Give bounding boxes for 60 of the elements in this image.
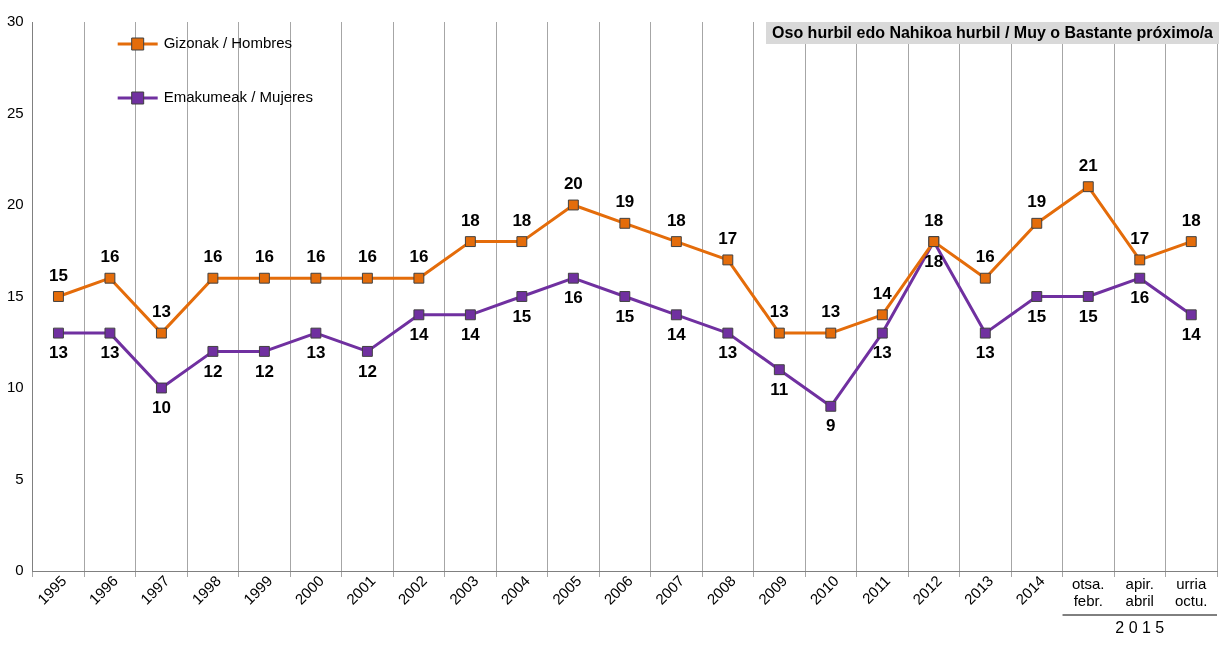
- data-label: 12: [254, 361, 274, 381]
- data-label: 20: [563, 174, 583, 194]
- data-label: 13: [821, 302, 841, 322]
- data-label: 13: [872, 343, 892, 363]
- data-label: 14: [666, 324, 687, 344]
- data-label: 15: [512, 306, 532, 326]
- data-label: 18: [460, 210, 480, 230]
- data-label: 13: [975, 343, 995, 363]
- data-label: 18: [1181, 210, 1201, 230]
- data-label: 16: [100, 247, 120, 267]
- data-label: 12: [203, 361, 223, 381]
- data-label: 12: [357, 361, 377, 381]
- data-label: 15: [1027, 306, 1047, 326]
- data-label: 16: [254, 247, 274, 267]
- data-label: 18: [924, 210, 944, 230]
- x-tick-label: apir. abril: [1125, 574, 1154, 609]
- data-label: 15: [48, 265, 68, 285]
- data-label: 15: [615, 306, 635, 326]
- y-tick-label: 30: [7, 12, 24, 30]
- y-tick-label: 20: [7, 195, 24, 213]
- data-label: 9: [826, 416, 836, 436]
- data-label: 13: [306, 343, 326, 363]
- data-label: 17: [1130, 229, 1150, 249]
- y-tick-label: 25: [7, 103, 24, 121]
- data-label: 14: [409, 324, 429, 344]
- data-label: 16: [357, 247, 377, 267]
- y-tick-label: 10: [7, 378, 24, 396]
- data-label: 14: [1181, 324, 1202, 344]
- data-label: 18: [666, 210, 686, 230]
- y-tick-label: 5: [15, 469, 24, 487]
- data-label: 14: [460, 324, 481, 344]
- data-label: 16: [975, 247, 995, 267]
- data-label: 13: [151, 302, 171, 322]
- data-label: 19: [615, 192, 635, 212]
- legend-label: Emakumeak / Mujeres: [163, 88, 313, 106]
- data-label: 16: [409, 247, 429, 267]
- legend-label: Gizonak / Hombres: [163, 34, 293, 52]
- data-label: 18: [924, 251, 944, 271]
- data-label: 11: [770, 379, 789, 399]
- data-label: 13: [718, 343, 738, 363]
- data-label: 19: [1027, 192, 1047, 212]
- data-label: 17: [718, 229, 738, 249]
- data-label: 18: [512, 210, 532, 230]
- text: 2 0 1 5: [1115, 619, 1165, 637]
- y-tick-label: 0: [15, 561, 24, 579]
- data-label: 16: [563, 288, 583, 308]
- data-label: 16: [306, 247, 326, 267]
- data-label: 13: [100, 343, 120, 363]
- chart-title: Oso hurbil edo Nahikoa hurbil / Muy o Bastante próximo/a: [766, 22, 1219, 44]
- x-tick-label: otsa. febr.: [1072, 574, 1105, 609]
- y-tick-label: 15: [7, 286, 24, 304]
- data-label: 16: [1130, 288, 1150, 308]
- x-tick-label: urria octu.: [1174, 574, 1208, 609]
- data-label: 14: [872, 283, 893, 303]
- data-label: 13: [769, 302, 789, 322]
- data-label: 10: [151, 398, 171, 418]
- data-label: 16: [203, 247, 223, 267]
- data-label: 13: [48, 343, 68, 363]
- data-label: 21: [1078, 155, 1098, 175]
- data-label: 15: [1078, 306, 1098, 326]
